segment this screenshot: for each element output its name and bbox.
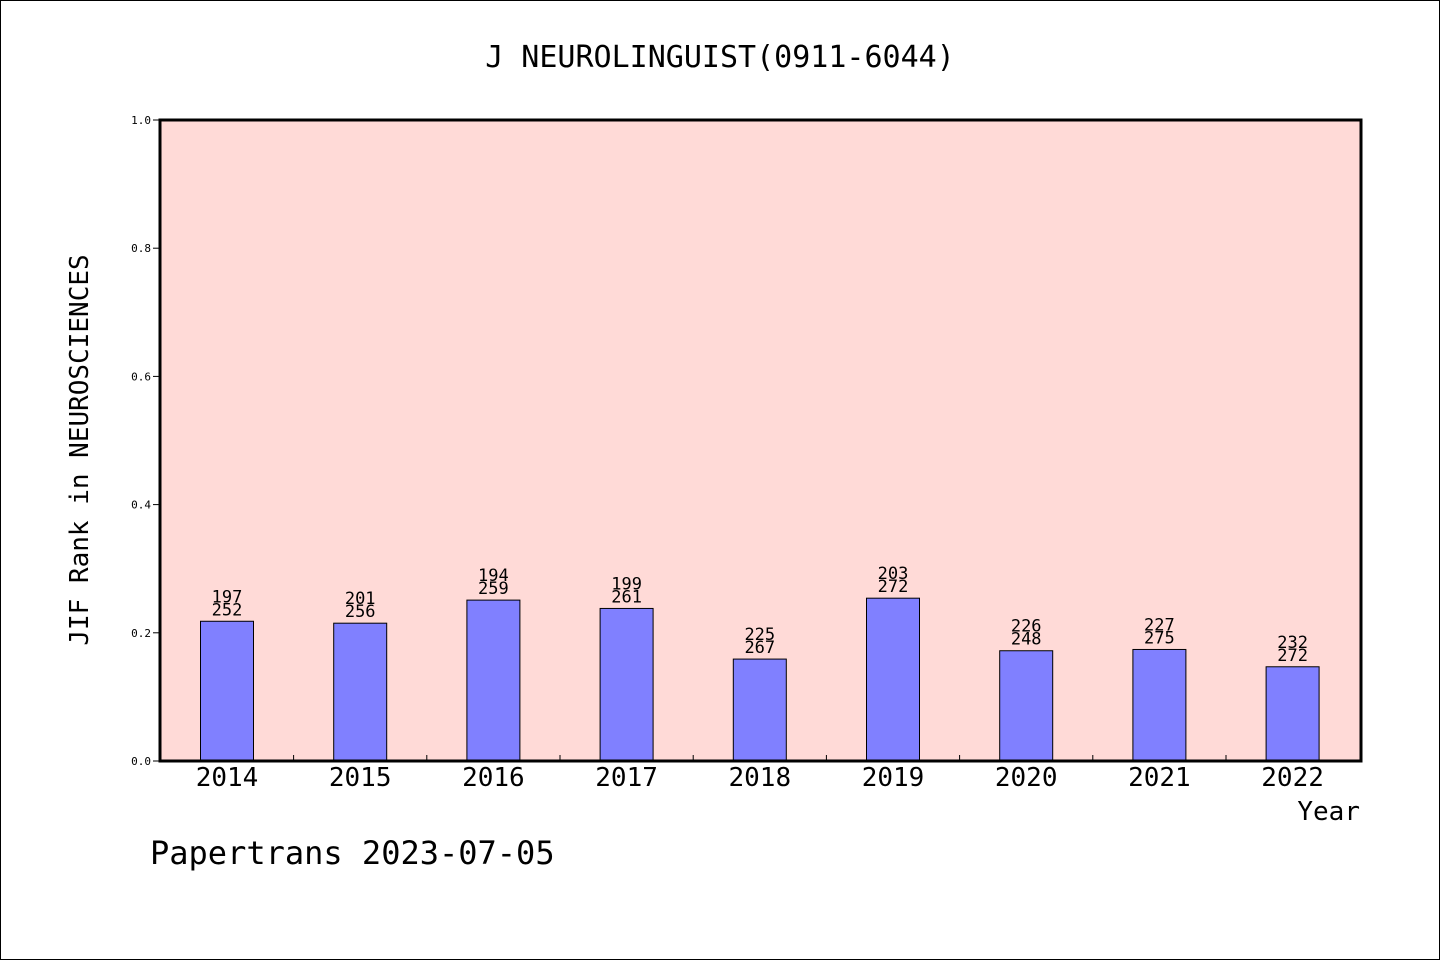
- y-tick-label-1.0: 1.0: [131, 114, 151, 127]
- bar-total-label-2015: 256: [345, 602, 376, 622]
- bar-2016: [466, 599, 521, 762]
- x-tick-label-2020: 2020: [995, 763, 1058, 793]
- y-tick-label-0.4: 0.4: [131, 499, 151, 512]
- x-tick-label-2021: 2021: [1128, 763, 1191, 793]
- x-axis-label: Year: [1297, 797, 1360, 827]
- y-tick-label-0.8: 0.8: [131, 242, 151, 255]
- bar-total-label-2014: 252: [212, 600, 243, 620]
- y-tick-label-0.6: 0.6: [131, 370, 151, 383]
- bar-rank-label-2020: 226: [1011, 617, 1042, 637]
- bar-2015: [333, 622, 388, 762]
- x-axis: 2014 2015 2016 2017 2018 2019 2020 2021 2022: [196, 755, 1324, 793]
- bar-total-label-2022: 272: [1277, 646, 1308, 666]
- bar-2020: [999, 650, 1054, 762]
- bar-2017: [599, 607, 654, 762]
- bar-total-label-2017: 261: [611, 587, 642, 607]
- x-tick-label-2022: 2022: [1261, 763, 1324, 793]
- bar-rank-label-2017: 199: [611, 574, 642, 594]
- bar-rank-label-2019: 203: [878, 564, 909, 584]
- watermark-text: Papertrans 2023-07-05: [150, 834, 555, 872]
- y-axis-label: JIF Rank in NEUROSCIENCES: [65, 254, 95, 645]
- chart-title: J NEUROLINGUIST(0911-6044): [485, 40, 955, 75]
- x-tick-label-2014: 2014: [196, 763, 259, 793]
- x-tick-label-2018: 2018: [728, 763, 791, 793]
- bar-2022: [1265, 666, 1320, 762]
- x-tick-label-2015: 2015: [329, 763, 392, 793]
- bar-rank-label-2021: 227: [1144, 615, 1175, 635]
- x-tick-label-2016: 2016: [462, 763, 525, 793]
- bar-2019: [866, 597, 920, 762]
- bar-2014: [200, 620, 254, 762]
- bar-rank-label-2014: 197: [212, 587, 243, 607]
- bar-rank-label-2018: 225: [744, 625, 775, 645]
- bar-total-label-2020: 248: [1011, 630, 1042, 650]
- bar-rank-label-2022: 232: [1277, 633, 1308, 653]
- y-tick-label-0.2: 0.2: [131, 627, 151, 640]
- y-axis: 0.0 0.2 0.4 0.6 0.8 1.0: [131, 114, 160, 768]
- y-tick-label-0.0: 0.0: [131, 755, 151, 768]
- bar-rank-label-2015: 201: [345, 589, 376, 609]
- bar-2021: [1132, 648, 1187, 762]
- bar-2018: [732, 658, 787, 762]
- plot-border: [158, 118, 1363, 763]
- x-tick-label-2019: 2019: [862, 763, 925, 793]
- bar-total-label-2021: 275: [1144, 628, 1175, 648]
- bars: [200, 597, 1320, 762]
- bar-rank-label-2016: 194: [478, 566, 509, 586]
- bar-total-label-2018: 267: [744, 638, 775, 658]
- bar-total-label-2019: 272: [878, 577, 909, 597]
- x-tick-label-2017: 2017: [595, 763, 658, 793]
- bar-total-label-2016: 259: [478, 579, 509, 599]
